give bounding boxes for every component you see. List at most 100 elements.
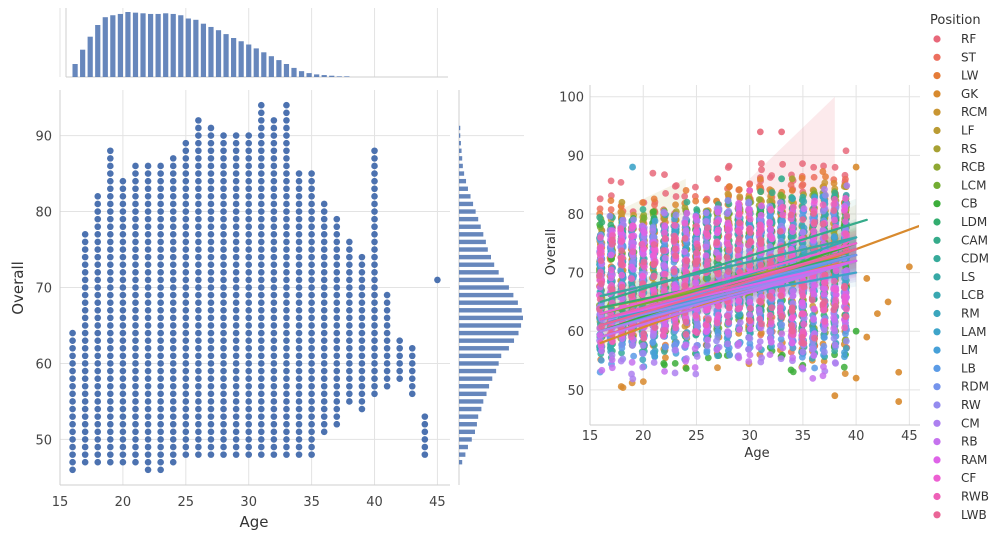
joint-point bbox=[132, 284, 139, 291]
joint-point bbox=[257, 238, 265, 246]
joint-point bbox=[320, 299, 328, 306]
joint-point bbox=[270, 428, 278, 436]
joint-point bbox=[333, 314, 341, 322]
joint-point bbox=[157, 170, 164, 177]
joint-point bbox=[69, 352, 76, 360]
joint-point bbox=[132, 382, 139, 390]
joint-point bbox=[169, 337, 177, 344]
lm-point-rf bbox=[681, 192, 689, 200]
lm-point-gk bbox=[619, 384, 627, 391]
joint-point bbox=[308, 170, 315, 177]
joint-point bbox=[207, 367, 215, 375]
joint-point bbox=[283, 314, 290, 322]
lm-point-rb bbox=[843, 267, 851, 274]
lm-point-cf bbox=[841, 207, 848, 215]
joint-point bbox=[371, 299, 378, 306]
joint-point bbox=[220, 344, 227, 352]
joint-point bbox=[169, 246, 177, 253]
joint-point bbox=[257, 420, 265, 428]
joint-point bbox=[157, 360, 164, 367]
joint-point bbox=[257, 306, 265, 314]
joint-point bbox=[182, 382, 190, 390]
joint-point bbox=[220, 147, 227, 155]
joint-point bbox=[245, 147, 253, 155]
joint-point bbox=[257, 200, 265, 208]
lm-point-rcm bbox=[821, 179, 829, 187]
lm-point-gk bbox=[895, 368, 903, 376]
joint-point bbox=[245, 200, 253, 208]
joint-point bbox=[257, 253, 265, 261]
joint-point bbox=[157, 291, 164, 299]
joint-point bbox=[257, 170, 265, 177]
joint-point bbox=[132, 405, 139, 413]
marginal-y-bar bbox=[459, 323, 522, 328]
joint-point bbox=[207, 147, 215, 155]
lm-point-cf bbox=[840, 293, 848, 301]
joint-point bbox=[81, 306, 89, 314]
joint-point bbox=[333, 269, 341, 276]
joint-point bbox=[220, 398, 227, 405]
joint-point bbox=[421, 428, 429, 436]
joint-point bbox=[207, 162, 215, 170]
lm-point-cf bbox=[681, 219, 689, 227]
joint-point bbox=[144, 284, 152, 291]
lm-point-lwb bbox=[640, 258, 648, 266]
marginal-x-bar bbox=[208, 26, 214, 77]
joint-point bbox=[195, 269, 202, 276]
joint-point bbox=[94, 246, 102, 253]
joint-point bbox=[220, 261, 227, 269]
joint-point bbox=[270, 170, 278, 177]
lm-point-cm bbox=[639, 342, 647, 349]
joint-point bbox=[94, 344, 102, 352]
joint-point bbox=[245, 314, 253, 322]
lm-point-rf bbox=[596, 195, 604, 203]
joint-point bbox=[132, 390, 139, 398]
joint-point bbox=[396, 352, 403, 360]
lm-point-cf bbox=[831, 216, 838, 224]
joint-point bbox=[119, 231, 127, 238]
joint-point bbox=[69, 413, 76, 420]
joint-point bbox=[144, 466, 152, 474]
joint-point bbox=[207, 124, 215, 132]
joint-point bbox=[283, 420, 290, 428]
joint-point bbox=[119, 269, 127, 276]
joint-point bbox=[333, 231, 341, 238]
marginal-y-bar bbox=[459, 368, 497, 374]
joint-point bbox=[283, 101, 290, 109]
joint-point bbox=[220, 269, 227, 276]
joint-point bbox=[257, 375, 265, 382]
lm-point-rwb bbox=[799, 328, 807, 336]
lm-point-rwb bbox=[724, 312, 731, 320]
joint-point bbox=[283, 215, 290, 223]
joint-point bbox=[207, 382, 215, 390]
joint-point bbox=[195, 208, 202, 215]
lm-point-cm bbox=[649, 227, 657, 235]
joint-point bbox=[195, 382, 202, 390]
joint-point bbox=[245, 284, 253, 291]
joint-point bbox=[157, 405, 164, 413]
joint-point bbox=[232, 306, 240, 314]
lm-point-lb bbox=[746, 340, 754, 347]
joint-point bbox=[295, 291, 303, 299]
joint-x-tick: 35 bbox=[303, 495, 320, 510]
lm-point-st bbox=[607, 206, 615, 213]
joint-point bbox=[182, 177, 190, 185]
marginal-x-bar bbox=[231, 38, 237, 77]
joint-point bbox=[257, 398, 265, 405]
joint-point bbox=[220, 238, 227, 246]
joint-point bbox=[333, 261, 341, 269]
joint-point bbox=[207, 276, 215, 284]
joint-point bbox=[333, 405, 341, 413]
joint-point bbox=[295, 329, 303, 337]
joint-point bbox=[371, 215, 378, 223]
joint-point bbox=[220, 390, 227, 398]
joint-point bbox=[283, 390, 290, 398]
joint-y-tick: 80 bbox=[35, 206, 52, 221]
joint-point bbox=[270, 269, 278, 276]
joint-point bbox=[308, 322, 315, 329]
joint-point bbox=[69, 466, 76, 474]
lm-point-lcm bbox=[640, 214, 648, 222]
joint-point bbox=[132, 193, 139, 200]
marginal-y-bar bbox=[459, 270, 499, 275]
lm-point-rw bbox=[822, 191, 829, 199]
